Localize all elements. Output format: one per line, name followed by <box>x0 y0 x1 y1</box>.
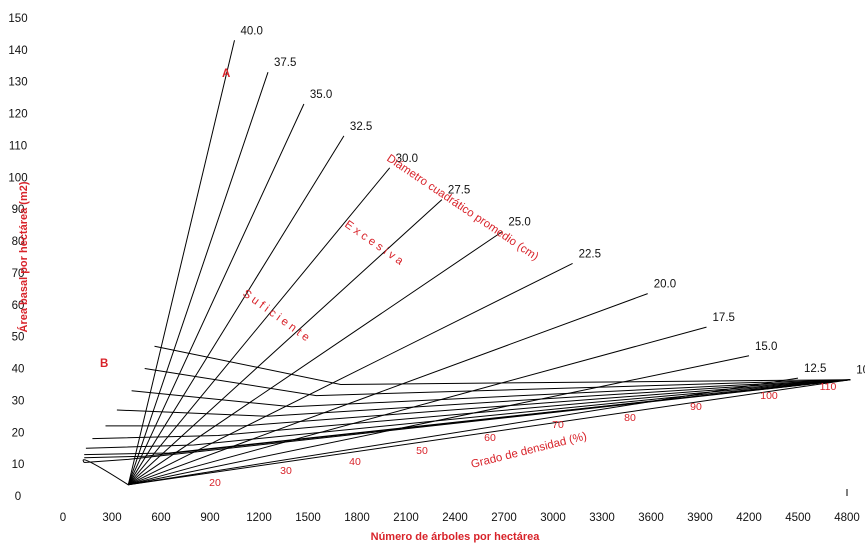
density-line <box>84 379 851 456</box>
y-tick-label: 50 <box>12 332 25 344</box>
diameter-line <box>127 199 443 486</box>
density-line <box>105 379 851 427</box>
x-tick-label: 4200 <box>736 512 762 524</box>
diameter-label: 32.5 <box>350 121 372 133</box>
y-tick-label: 140 <box>8 45 27 57</box>
density-label: 70 <box>552 419 564 431</box>
diameter-line <box>128 293 648 486</box>
density-line <box>116 379 851 417</box>
y-tick-label: 120 <box>8 109 27 121</box>
diameter-label: 12.5 <box>804 363 826 375</box>
diameter-label: 15.0 <box>755 341 777 353</box>
diameter-line <box>127 103 305 486</box>
zone-annotation: A <box>222 68 230 80</box>
x-axis-title: Número de árboles por hectárea <box>371 531 541 543</box>
y-tick-label: 60 <box>12 300 25 312</box>
diameter-line <box>127 72 269 485</box>
lower-boundary <box>82 459 129 486</box>
diameter-label: 20.0 <box>654 279 676 291</box>
y-tick-label: 20 <box>12 427 25 439</box>
density-label: 60 <box>484 432 496 444</box>
density-line <box>131 379 851 408</box>
diameter-label: 22.5 <box>579 248 601 260</box>
diameter-line <box>128 379 851 486</box>
y-axis-title: Área basal por hectárea (m2) <box>17 181 30 332</box>
diameter-label: 40.0 <box>241 25 263 37</box>
x-tick-label: 2100 <box>393 512 419 524</box>
density-label: 90 <box>690 401 702 413</box>
density-label: 20 <box>209 477 221 489</box>
x-tick-label: 4800 <box>834 512 860 524</box>
diameter-label: 35.0 <box>310 89 332 101</box>
y-tick-label: 80 <box>12 236 25 248</box>
x-tick-label: 300 <box>102 512 121 524</box>
diameter-label: 25.0 <box>508 217 530 229</box>
diameter-label: 37.5 <box>274 57 296 69</box>
diameter-line <box>128 231 503 486</box>
x-tick-label: 3900 <box>687 512 713 524</box>
diameter-label: 17.5 <box>713 312 735 324</box>
x-tick-label: 3600 <box>638 512 664 524</box>
y-tick-label: 110 <box>9 140 27 152</box>
diameter-line <box>127 167 391 486</box>
density-label: 100 <box>760 390 778 402</box>
x-tick-label: 0 <box>60 512 66 524</box>
diameter-line <box>128 377 799 486</box>
diameter-line <box>128 262 573 486</box>
y-tick-label: 10 <box>12 459 25 471</box>
diameter-line <box>127 40 235 485</box>
x-tick-label: 4500 <box>785 512 811 524</box>
x-tick-label: 1800 <box>344 512 370 524</box>
density-label: 50 <box>416 445 428 457</box>
x-tick-label: 1500 <box>295 512 321 524</box>
density-line <box>92 379 851 440</box>
y-tick-label: 30 <box>12 395 25 407</box>
diameter-axis-title: Diámetro cuadrático promedio (cm) <box>384 153 540 264</box>
density-label: 40 <box>349 456 361 468</box>
x-tick-label: 2400 <box>442 512 468 524</box>
diameter-label: 30.0 <box>396 153 418 165</box>
density-label: 110 <box>820 381 837 393</box>
diameter-line <box>128 355 750 486</box>
diameter-line <box>127 135 345 486</box>
diameter-label: 10.0 <box>856 365 865 377</box>
y-tick-label: 90 <box>12 204 25 216</box>
density-label: 30 <box>280 465 292 477</box>
density-line <box>85 379 851 449</box>
density-line <box>144 368 851 397</box>
x-tick-label: 1200 <box>246 512 272 524</box>
zone-annotation: E x c e s i v a <box>342 219 405 268</box>
y-tick-label: 100 <box>8 172 27 184</box>
y-tick-label: 40 <box>12 364 25 376</box>
x-tick-label: 3300 <box>589 512 615 524</box>
y-tick-label: 130 <box>8 77 27 89</box>
x-tick-label: 3000 <box>540 512 566 524</box>
diameter-label: 27.5 <box>448 185 470 197</box>
density-line <box>154 345 851 386</box>
y-tick-label: 70 <box>12 268 25 280</box>
y-tick-label: 150 <box>8 13 27 25</box>
diameter-line <box>128 326 707 486</box>
x-tick-label: 600 <box>151 512 170 524</box>
zone-annotation: B <box>100 358 108 370</box>
y-tick-label: 0 <box>15 491 21 503</box>
x-tick-label: 900 <box>200 512 219 524</box>
density-label: 80 <box>624 412 636 424</box>
x-tick-label: 2700 <box>491 512 517 524</box>
